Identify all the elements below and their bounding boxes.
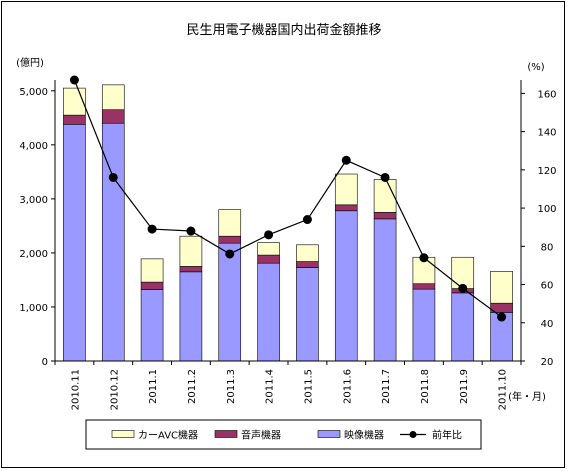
- legend-label: 映像機器: [344, 429, 384, 442]
- x-axis-tick-label: 2011.1: [148, 369, 159, 404]
- bar-segment: [373, 179, 397, 213]
- left-axis-unit: (億円): [16, 56, 44, 69]
- right-axis-tick-label: 160: [537, 89, 556, 100]
- bar-segment: [412, 288, 436, 362]
- right-axis-tick-label: 60: [541, 281, 554, 292]
- x-axis-tick-label: 2010.12: [109, 369, 120, 410]
- bar-segment: [257, 262, 280, 362]
- yoy-point: [302, 215, 312, 225]
- right-axis-tick-label: 80: [541, 242, 554, 253]
- yoy-point: [108, 172, 118, 182]
- bar-segment: [412, 283, 436, 290]
- legend-label: 前年比: [432, 429, 462, 442]
- yoy-point: [264, 230, 274, 240]
- yoy-point: [186, 226, 196, 236]
- bar-segment: [101, 84, 125, 111]
- left-axis-tick-label: 2,000: [19, 249, 48, 260]
- bar-segment: [101, 109, 125, 124]
- bar-segment: [451, 292, 475, 362]
- legend-label: カーAVC機器: [138, 429, 198, 442]
- yoy-point: [341, 155, 351, 165]
- yoy-point: [69, 75, 79, 85]
- right-axis-tick-label: 40: [541, 319, 554, 330]
- bar-segment: [490, 270, 513, 304]
- bar-segment: [179, 271, 203, 362]
- bar-segment: [257, 254, 280, 264]
- right-axis-unit: (%): [527, 62, 544, 73]
- x-axis-tick-label: 2011.6: [342, 369, 353, 404]
- bar-segment: [179, 235, 203, 267]
- legend: カーAVC機器 音声機器 映像機器 前年比: [85, 419, 482, 450]
- left-axis-tick-label: 0: [42, 357, 48, 368]
- legend-swatch: [317, 430, 341, 438]
- bar-segment: [218, 242, 242, 362]
- bar-segment: [296, 261, 319, 268]
- legend-swatch: [111, 430, 135, 438]
- left-axis-tick-label: 3,000: [19, 195, 48, 206]
- left-axis-tick-label: 5,000: [19, 87, 48, 98]
- bar-segment: [257, 242, 280, 256]
- x-axis-tick-label: 2011.7: [381, 369, 392, 404]
- plot-area: 0 1,000 2,000 3,000 4,000 5,000 20 40 60 80 100 120…: [19, 75, 557, 410]
- legend-swatch: [214, 430, 238, 438]
- bar-segment: [373, 218, 397, 362]
- right-axis-tick-label: 120: [537, 166, 556, 177]
- yoy-point: [458, 283, 468, 293]
- x-axis-tick-label: 2011.4: [265, 369, 276, 404]
- yoy-point: [380, 172, 390, 182]
- x-axis-tick-label: 2011.10: [498, 369, 509, 410]
- bar-segment: [140, 281, 164, 290]
- yoy-point: [497, 312, 507, 322]
- yoy-point: [147, 224, 157, 234]
- bar-segment: [373, 212, 397, 220]
- bar-segment: [179, 266, 203, 273]
- bar-segment: [296, 267, 319, 362]
- right-axis-tick-label: 20: [541, 357, 554, 368]
- x-axis-tick-label: 2011.3: [226, 369, 237, 404]
- yoy-line: [73, 79, 502, 318]
- x-axis-tick-label: 2011.8: [420, 369, 431, 404]
- bar-segment: [296, 244, 319, 262]
- yoy-point: [225, 249, 235, 259]
- legend-label: 音声機器: [241, 429, 281, 442]
- left-axis-tick-label: 1,000: [19, 303, 48, 314]
- x-axis-tick-label: 2011.2: [187, 369, 198, 404]
- bar-segment: [218, 235, 242, 244]
- bar-segment: [63, 114, 86, 125]
- left-axis-tick-label: 4,000: [19, 141, 48, 152]
- bar-segment: [63, 124, 86, 362]
- right-axis-tick-label: 100: [537, 204, 556, 215]
- bar-segment: [140, 289, 164, 362]
- bar-segment: [334, 173, 358, 206]
- bar-segment: [140, 258, 164, 283]
- legend-marker: [409, 431, 417, 438]
- bar-segment: [218, 209, 242, 237]
- chart-title: 民生用電子機器国内出荷金額推移: [186, 22, 381, 38]
- right-axis-tick-label: 140: [537, 128, 556, 139]
- bar-segment: [334, 204, 358, 212]
- x-axis-tick-label: 2011.9: [459, 369, 470, 404]
- bar-segment: [63, 87, 86, 116]
- yoy-point: [419, 253, 429, 263]
- x-axis-unit: (年・月): [508, 390, 546, 403]
- x-axis-tick-label: 2011.5: [303, 369, 314, 404]
- x-axis-tick-label: 2010.11: [70, 369, 81, 410]
- bar-segment: [334, 210, 358, 362]
